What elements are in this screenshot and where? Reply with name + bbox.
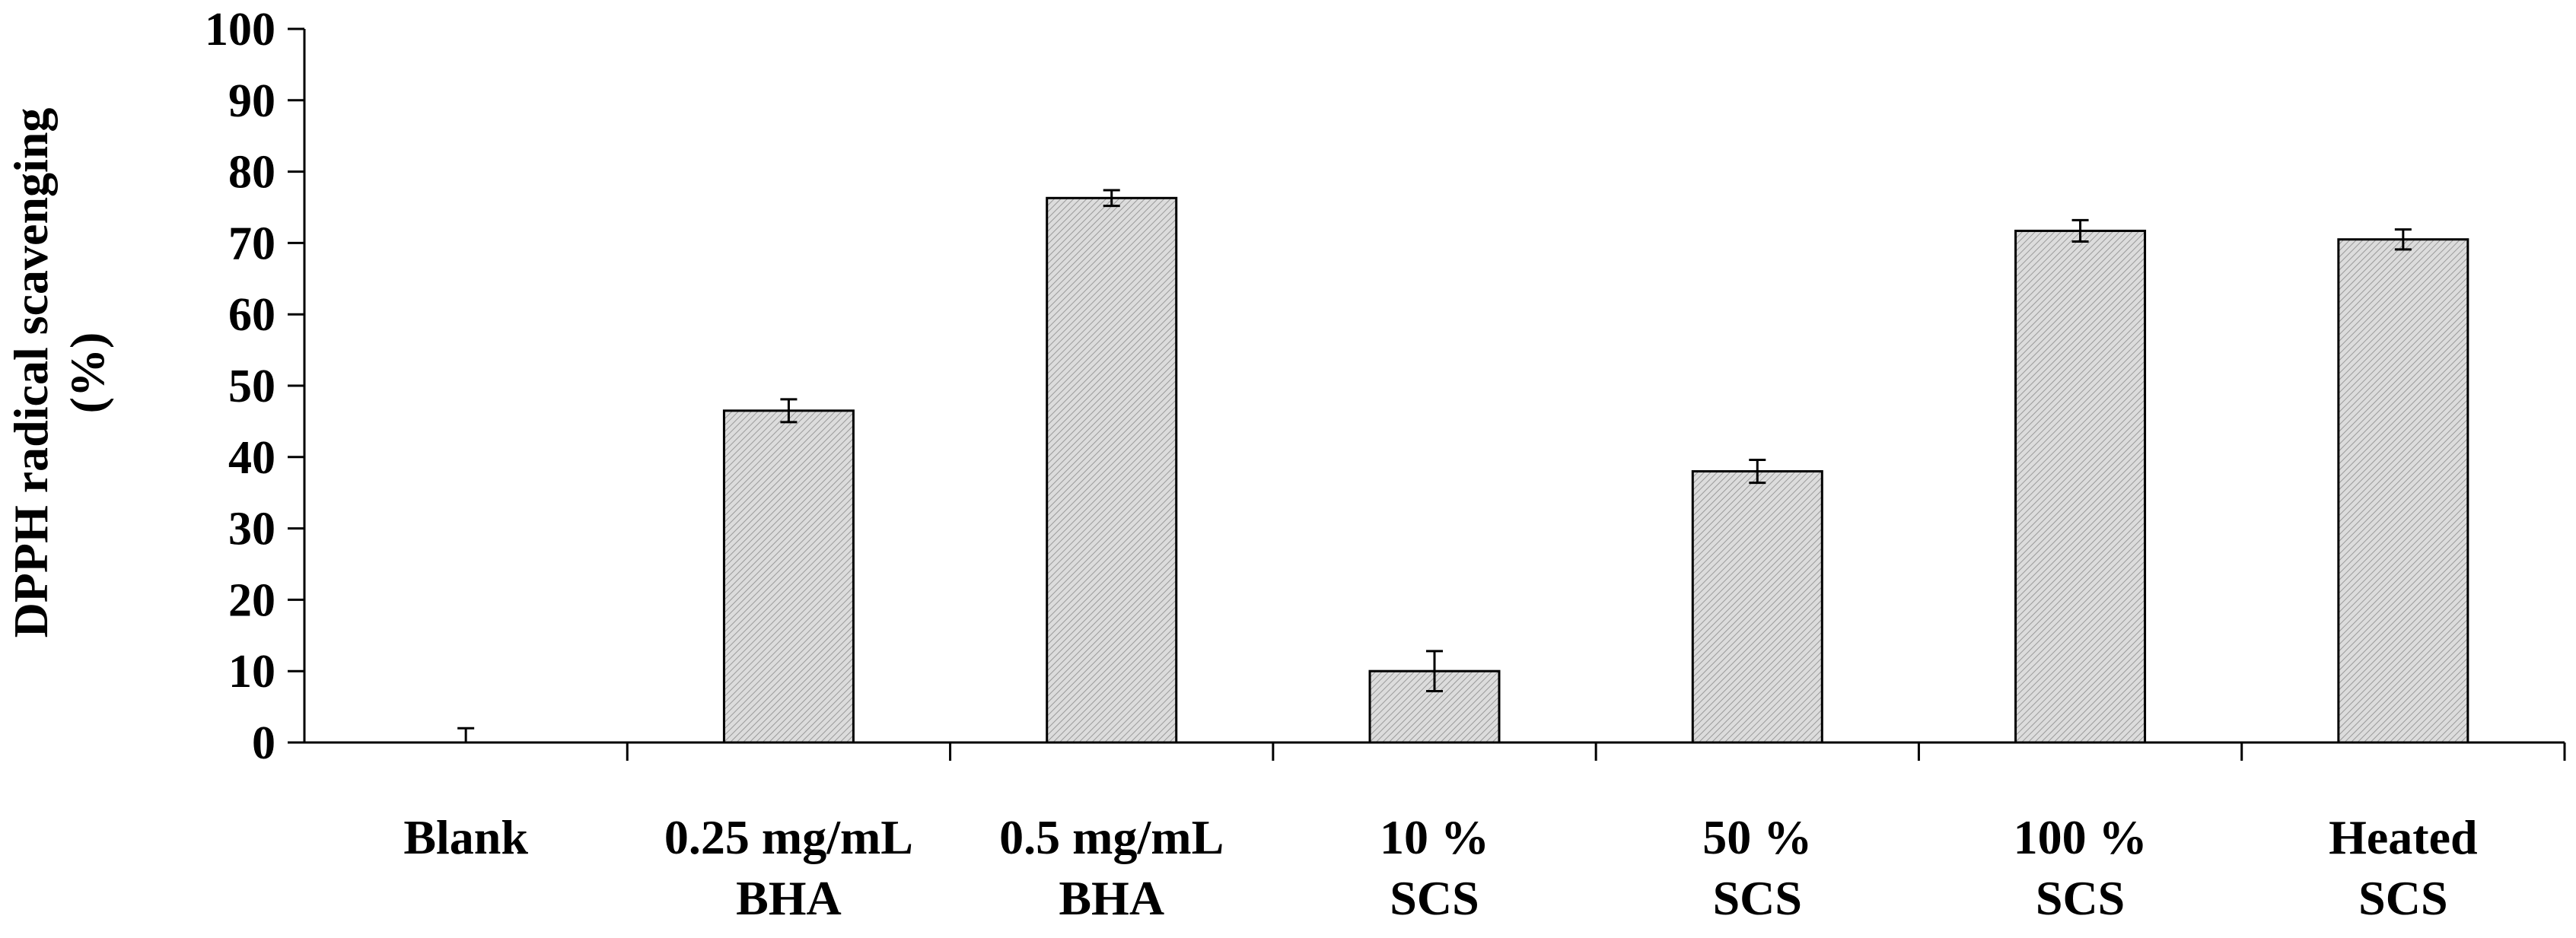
x-category-label: BHA (736, 871, 842, 925)
y-tick-label: 100 (205, 4, 275, 56)
x-category-label: 0.25 mg/mL (664, 810, 913, 864)
x-category-label: 100 % (2014, 810, 2148, 864)
x-category-label: SCS (2036, 871, 2125, 925)
x-category-label: Heated (2329, 810, 2478, 864)
x-category-label: SCS (2358, 871, 2447, 925)
category-labels: Blank 0.25 mg/mL BHA 0.5 mg/mL BHA 10 % SCS 50 … (403, 810, 2477, 925)
y-tick-label: 40 (228, 432, 275, 484)
y-tick-label: 30 (228, 504, 275, 555)
y-tick-label: 80 (228, 147, 275, 199)
x-axis (304, 741, 2566, 761)
x-category-label: Blank (403, 810, 528, 864)
y-tick-label: 10 (228, 646, 275, 698)
y-tick-label: 20 (228, 574, 275, 626)
bar (722, 409, 855, 744)
bar (2014, 229, 2147, 744)
x-category-label: SCS (1390, 871, 1479, 925)
y-tick-label: 90 (228, 75, 275, 127)
x-category-label: 50 % (1702, 810, 1812, 864)
x-category-label: SCS (1713, 871, 1802, 925)
y-axis-title-line-1: DPPH radical scavenging (4, 108, 58, 638)
y-ticks: 0 10 20 30 40 50 60 70 80 90 100 (205, 4, 306, 769)
bars (722, 196, 2469, 744)
x-category-label: BHA (1059, 871, 1164, 925)
x-category-label: 10 % (1380, 810, 1489, 864)
y-tick-label: 60 (228, 289, 275, 341)
y-axis-title: DPPH radical scavenging (%) (4, 108, 114, 638)
y-tick-label: 50 (228, 361, 275, 412)
bar (1046, 196, 1178, 744)
x-category-label: 0.5 mg/mL (999, 810, 1224, 864)
bar (1691, 470, 1823, 744)
y-tick-label: 0 (252, 717, 275, 769)
error-bars (457, 189, 2412, 744)
y-tick-label: 70 (228, 218, 275, 269)
bar (2337, 238, 2469, 744)
y-axis-title-line-2: (%) (60, 332, 114, 414)
